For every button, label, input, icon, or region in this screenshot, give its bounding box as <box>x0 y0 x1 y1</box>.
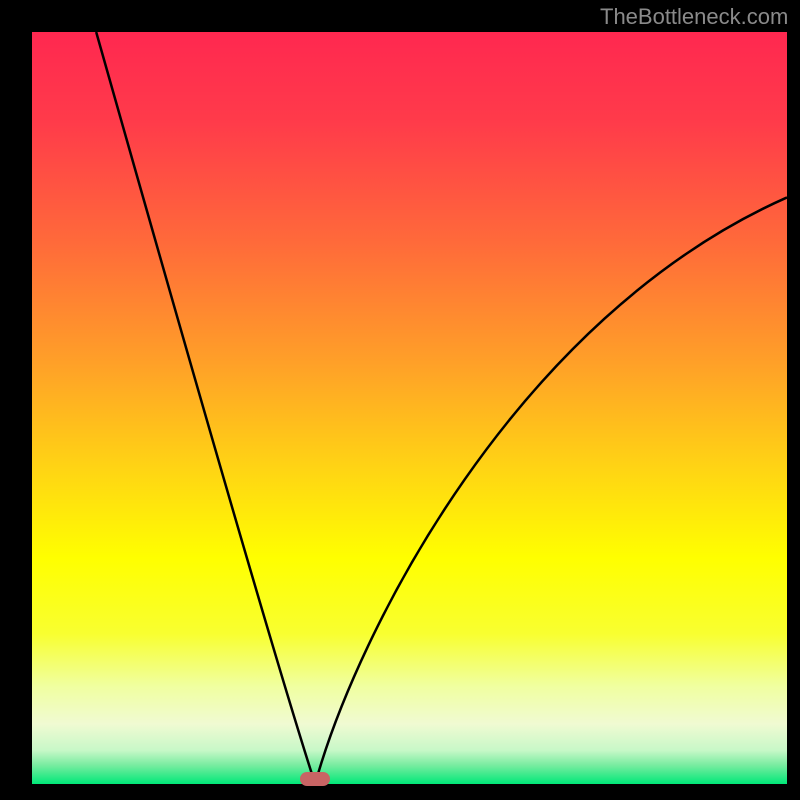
gradient-plot-area <box>32 32 787 784</box>
chart-root: TheBottleneck.com <box>0 0 800 800</box>
optimal-point-marker <box>300 772 330 786</box>
watermark-text: TheBottleneck.com <box>600 4 788 30</box>
